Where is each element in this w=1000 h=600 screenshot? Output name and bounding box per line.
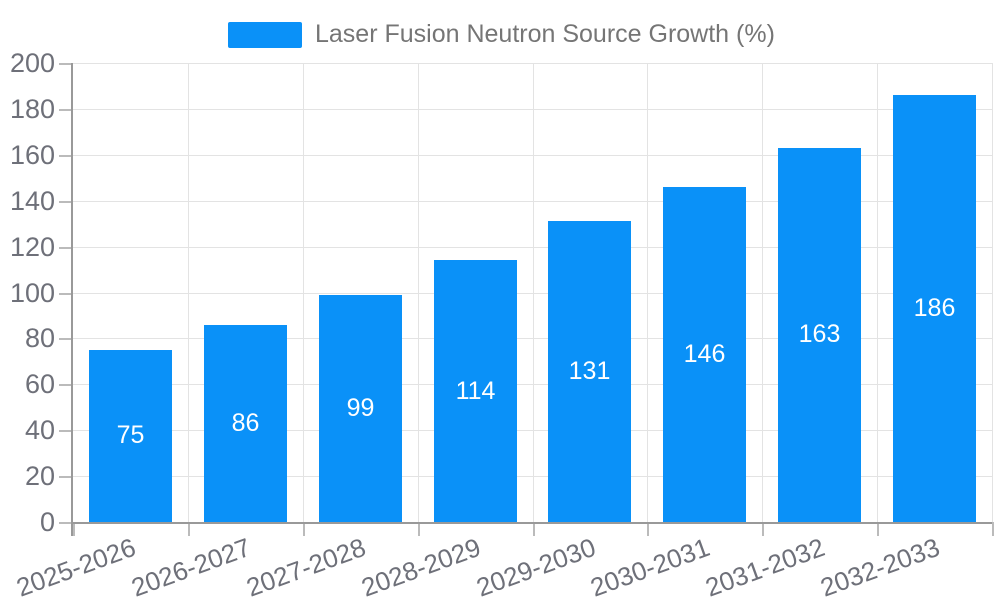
x-axis-tick-label: 2032-2033: [816, 531, 944, 600]
bar-value-label: 146: [683, 339, 726, 368]
y-axis-tick-label: 0: [39, 507, 55, 537]
x-axis-tick: [647, 522, 650, 536]
bar-value-label: 163: [798, 320, 841, 349]
x-axis-tick-label: 2031-2032: [701, 531, 829, 600]
x-axis-tick: [73, 522, 75, 536]
x-axis-tick-label: 2026-2027: [127, 531, 255, 600]
x-axis-tick-label: 2030-2031: [586, 531, 714, 600]
bar[interactable]: 75: [89, 349, 172, 522]
y-axis-tick-label: 40: [24, 415, 55, 446]
y-axis-tick: [59, 522, 73, 524]
bar[interactable]: 146: [663, 186, 746, 522]
y-axis-line: [71, 63, 73, 536]
x-axis-tick-label: 2027-2028: [242, 531, 370, 600]
bar[interactable]: 99: [319, 294, 402, 522]
x-axis-tick: [532, 522, 535, 536]
y-axis-tick-label: 120: [9, 231, 55, 262]
x-axis-tick: [417, 522, 420, 536]
x-axis-tick: [187, 522, 190, 536]
x-gridline: [762, 63, 764, 522]
legend-item[interactable]: Laser Fusion Neutron Source Growth (%): [228, 20, 775, 49]
x-axis-tick: [992, 522, 994, 536]
y-axis-tick-label: 60: [24, 369, 55, 400]
x-gridline: [877, 63, 879, 522]
x-axis-tick-label: 2028-2029: [357, 531, 485, 600]
x-axis-tick-label: 2025-2026: [12, 531, 140, 600]
y-axis-tick-label: 180: [9, 93, 55, 124]
y-axis-tick-label: 100: [9, 277, 55, 308]
y-axis-tick: [59, 154, 73, 157]
x-axis-line: [71, 522, 992, 524]
y-axis-tick: [59, 63, 73, 65]
bar[interactable]: 186: [893, 95, 976, 522]
y-axis-tick-label: 200: [9, 48, 55, 78]
x-gridline: [532, 63, 534, 522]
y-axis-tick-label: 20: [24, 461, 55, 492]
y-axis-tick-label: 140: [9, 185, 55, 216]
bar-value-label: 186: [913, 294, 956, 323]
y-axis-tick: [59, 476, 73, 479]
bar[interactable]: 86: [204, 324, 287, 522]
y-axis-tick: [59, 200, 73, 203]
x-axis-tick: [302, 522, 305, 536]
legend-label: Laser Fusion Neutron Source Growth (%): [315, 20, 775, 48]
bar[interactable]: 131: [548, 221, 631, 522]
x-axis-tick-label: 2029-2030: [471, 531, 600, 600]
y-axis-tick: [59, 384, 73, 387]
x-gridline: [302, 63, 304, 522]
y-axis-tick: [59, 292, 73, 295]
bar-value-label: 99: [346, 393, 375, 422]
x-gridline: [647, 63, 649, 522]
bar-value-label: 131: [568, 357, 611, 386]
x-axis-tick: [877, 522, 880, 536]
x-gridline: [992, 63, 993, 522]
y-axis-tick-label: 80: [24, 323, 55, 354]
y-axis-tick: [59, 246, 73, 249]
y-axis-tick: [59, 430, 73, 433]
y-axis-tick: [59, 338, 73, 341]
bar[interactable]: 114: [434, 260, 517, 522]
x-axis-tick: [762, 522, 765, 536]
bar[interactable]: 163: [778, 147, 861, 522]
x-gridline: [187, 63, 189, 522]
bar-value-label: 75: [116, 421, 145, 450]
y-axis-tick: [59, 108, 73, 111]
legend-swatch-icon: [228, 21, 302, 48]
x-gridline: [417, 63, 419, 522]
y-axis-tick-label: 160: [9, 139, 55, 170]
bar-value-label: 114: [455, 376, 496, 405]
bar-value-label: 86: [231, 408, 260, 437]
